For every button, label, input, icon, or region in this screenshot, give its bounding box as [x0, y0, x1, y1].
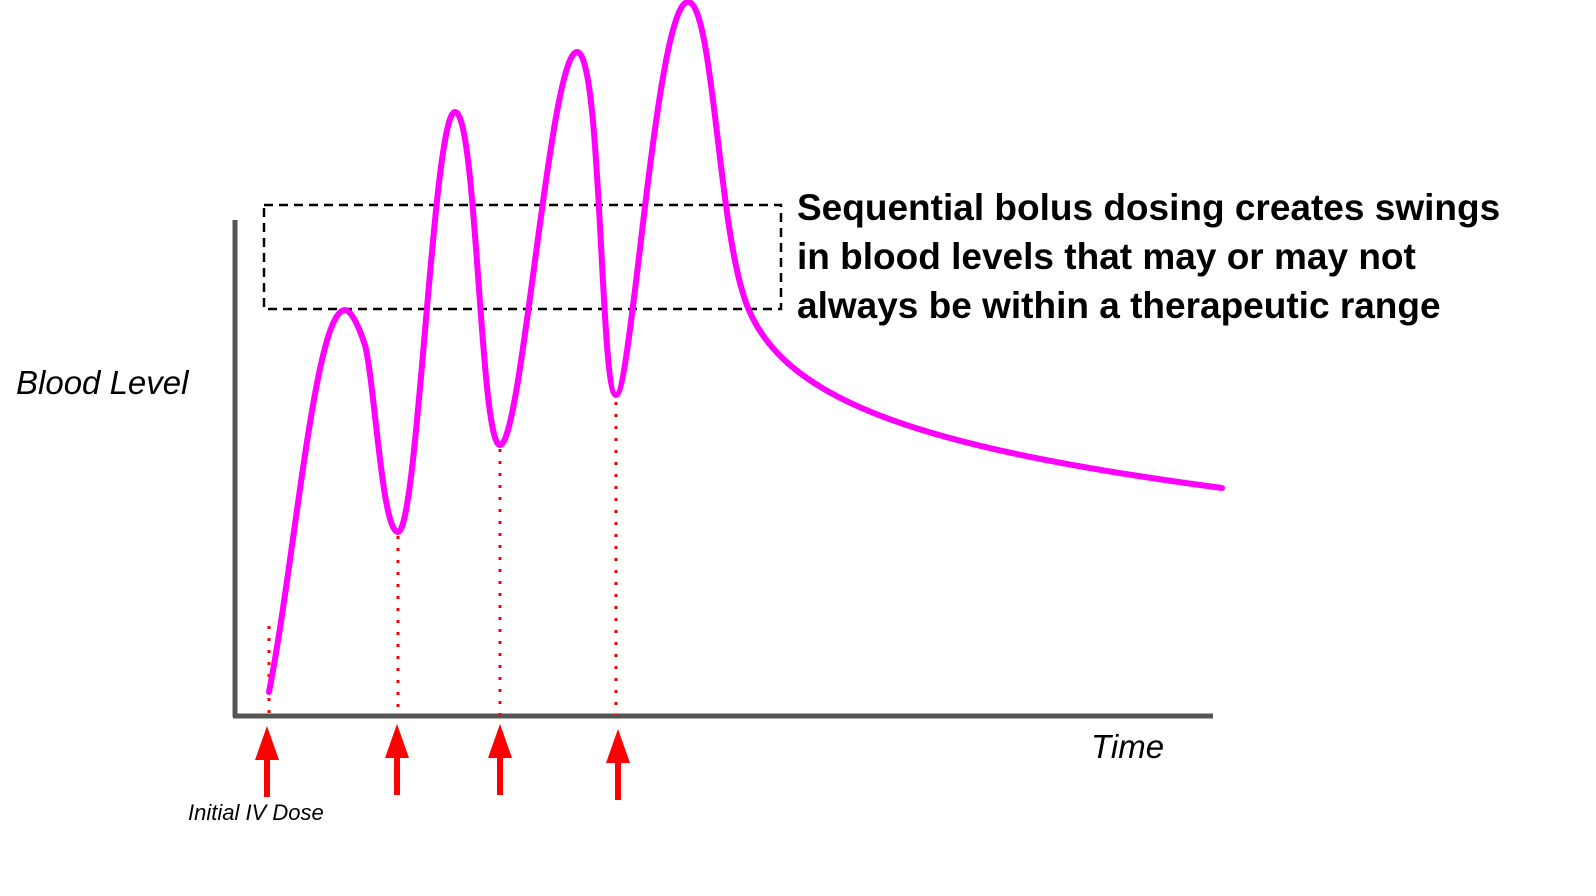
blood-level-curve — [266, 0, 1225, 695]
therapeutic-range-box — [262, 203, 783, 311]
dose-markers — [267, 402, 618, 716]
up-arrow-icon — [488, 724, 512, 795]
up-arrow-icon — [385, 724, 409, 795]
up-arrow-icon — [606, 729, 630, 800]
initial-dose-label: Initial IV Dose — [188, 800, 324, 825]
y-axis-label: Blood Level — [16, 364, 189, 401]
x-axis-label: Time — [1091, 728, 1165, 765]
annotation-text: Sequential bolus dosing creates swings i… — [797, 187, 1501, 326]
dose-arrows — [255, 724, 630, 800]
up-arrow-icon — [255, 726, 279, 797]
